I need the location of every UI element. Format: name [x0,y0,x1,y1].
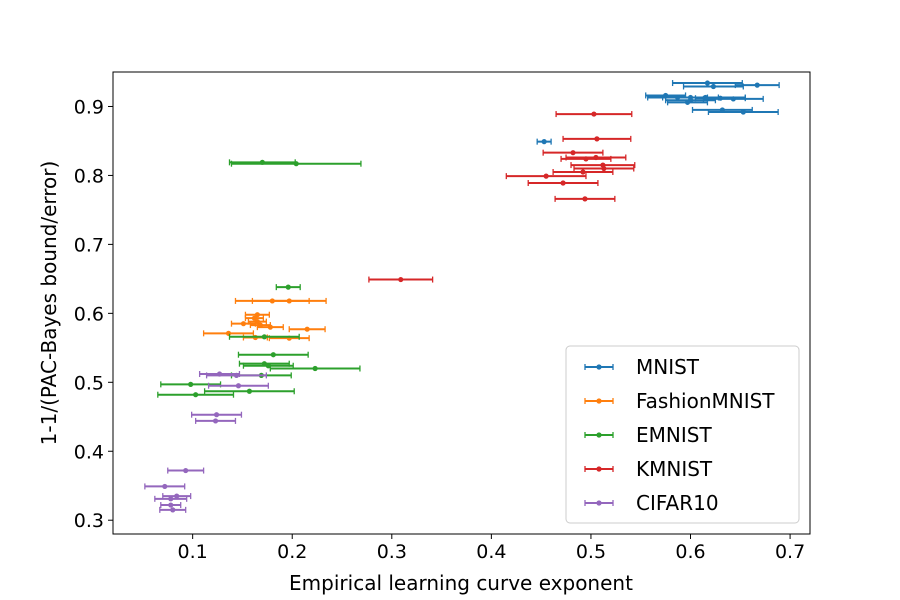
data-point [543,173,549,179]
legend-marker [596,466,602,472]
legend-label: EMNIST [636,423,712,447]
data-point [267,324,273,330]
data-point [254,312,260,318]
y-tick-label: 0.5 [74,372,104,394]
plot-area-frame [112,71,811,535]
data-point [168,496,174,502]
data-point [168,502,174,508]
data-point [233,372,240,379]
data-point [240,321,247,327]
y-tick-label: 0.6 [74,303,104,325]
legend-marker [596,432,602,438]
data-point [170,507,176,513]
x-tick-label: 0.7 [775,541,805,563]
series-cifar10 [144,371,269,513]
legend-label: FashionMNIST [636,389,775,413]
data-point [601,165,607,172]
data-point [174,493,180,499]
data-point [710,83,717,90]
data-point [162,483,168,490]
data-point [270,352,276,358]
data-point [684,99,691,105]
data-point [312,365,318,372]
data-point [246,388,253,394]
data-point [560,180,566,186]
data-point [293,161,299,167]
data-point [285,284,291,290]
legend-label: KMNIST [636,457,713,481]
data-point [570,150,576,156]
legend-item-emnist: EMNIST [584,423,712,447]
data-point [193,392,199,398]
series-mnist [536,80,780,145]
data-point [304,326,310,332]
data-point [754,82,760,88]
legend-marker [596,364,602,370]
x-tick-label: 0.5 [576,541,606,563]
legend-marker [596,500,602,506]
y-tick-label: 0.8 [74,165,104,187]
x-tick-label: 0.2 [277,541,307,563]
legend-item-cifar10: CIFAR10 [584,491,719,515]
data-point [582,196,588,202]
data-point [188,381,194,387]
data-point [730,96,736,102]
data-point [213,412,220,418]
legend: MNIST FashionMNIST EMNIST KMNIST CIFAR10 [565,345,800,524]
x-tick-label: 0.6 [675,541,705,563]
legend-item-mnist: MNIST [584,355,700,379]
data-point [235,383,242,389]
y-tick-label: 0.4 [74,441,104,463]
x-tick-label: 0.1 [178,541,208,563]
legend-label: MNIST [636,355,700,379]
x-axis-label: Empirical learning curve exponent [289,571,633,595]
data-point [593,154,599,161]
data-point [591,111,597,117]
y-tick-label: 0.9 [74,96,104,118]
y-axis-label: 1-1/(PAC-Bayes bound/error) [37,161,61,446]
legend-box [565,345,800,524]
x-tick-label: 0.3 [377,541,407,563]
data-point [286,298,292,304]
data-point [251,315,257,321]
y-tick-label: 0.3 [74,510,104,532]
data-point [183,467,189,474]
legend-item-fashionmnist: FashionMNIST [584,389,775,413]
legend-label: CIFAR10 [636,491,719,515]
series-emnist [157,159,362,398]
legend-marker [596,398,602,404]
data-point [541,139,547,145]
data-point [398,276,404,283]
data-point [265,363,271,369]
axis-ticks: 0.1 0.2 0.3 0.4 0.5 0.6 0.7 0.3 0.4 0.5 0.6 0.7 0.8 0… [74,96,805,563]
series-kmnist [368,111,636,283]
data-point [580,169,586,175]
data-point [261,334,267,340]
x-tick-label: 0.4 [476,541,506,563]
data-point [740,109,746,115]
y-tick-label: 0.7 [74,234,104,256]
data-marks [144,80,780,513]
data-point [704,80,711,86]
data-point [225,330,232,336]
data-point [212,418,219,424]
data-point [254,319,260,325]
data-point [594,136,600,142]
legend-item-kmnist: KMNIST [584,457,713,481]
